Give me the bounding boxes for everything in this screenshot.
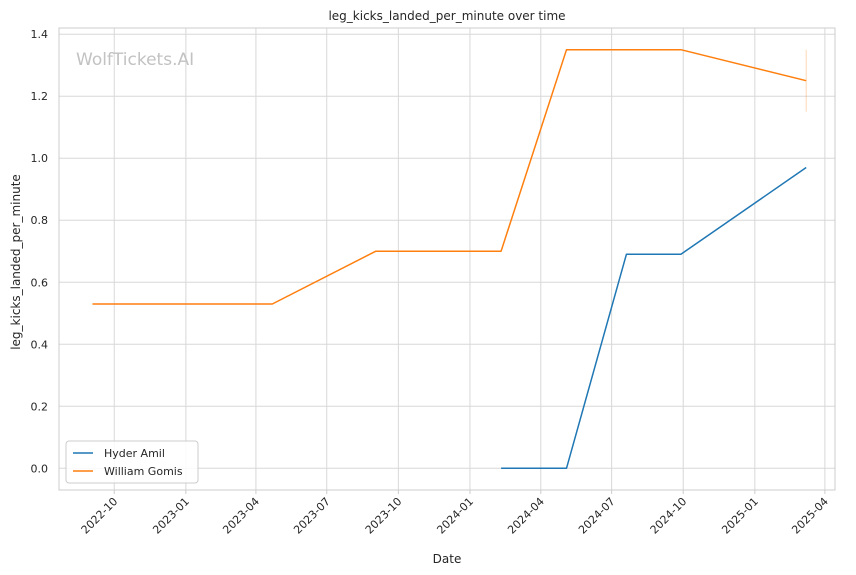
grid: [59, 28, 835, 490]
y-tick-label: 1.0: [31, 152, 49, 165]
x-tick-label: 2024-04: [505, 495, 547, 537]
x-tick-label: 2024-07: [576, 495, 618, 537]
x-tick-label: 2022-10: [79, 495, 121, 537]
chart-title: leg_kicks_landed_per_minute over time: [328, 9, 565, 23]
y-tick-label: 0.0: [31, 462, 49, 475]
x-tick-label: 2023-07: [291, 495, 333, 537]
y-tick-label: 0.2: [31, 400, 49, 413]
x-tick-label: 2023-10: [363, 495, 405, 537]
x-tick-label: 2024-01: [434, 495, 476, 537]
legend-label: Hyder Amil: [104, 447, 165, 460]
y-axis-label: leg_kicks_landed_per_minute: [9, 174, 23, 350]
x-tick-label: 2023-04: [220, 495, 262, 537]
x-axis-label: Date: [433, 552, 462, 566]
y-tick-label: 0.4: [31, 338, 49, 351]
series-line-william-gomis: [92, 48, 807, 305]
series-line-hyder-amil: [501, 166, 807, 470]
x-tick-label: 2025-04: [789, 495, 831, 537]
legend-box: [65, 440, 199, 484]
y-tick-label: 1.4: [31, 28, 49, 41]
y-axis-ticks: 0.0 0.2 0.4 0.6 0.8 1.0 1.2 1.4: [31, 28, 49, 475]
x-tick-label: 2023-01: [150, 495, 192, 537]
x-axis-ticks: 2022-10 2023-01 2023-04 2023-07 2023-10 2024-…: [79, 490, 831, 537]
x-tick-label: 2024-10: [648, 495, 690, 537]
x-tick-label: 2025-01: [719, 495, 761, 537]
series-lines: [92, 48, 807, 470]
y-tick-label: 1.2: [31, 90, 49, 103]
legend: Hyder Amil William Gomis: [65, 440, 199, 484]
watermark: WolfTickets.AI: [76, 50, 194, 70]
plot-frame: [58, 27, 836, 491]
legend-label: William Gomis: [104, 465, 183, 478]
y-tick-label: 0.6: [31, 276, 49, 289]
y-tick-label: 0.8: [31, 214, 49, 227]
